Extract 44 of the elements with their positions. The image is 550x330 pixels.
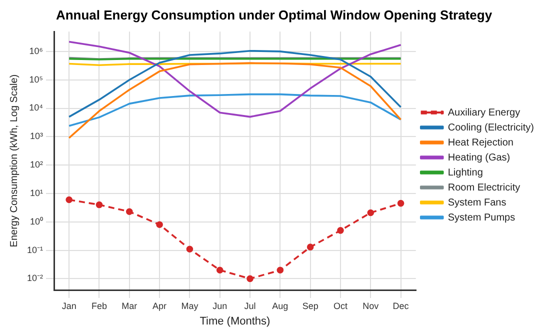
y-tick-label: 10⁴ — [29, 102, 44, 113]
y-tick-label: 10⁵ — [29, 74, 44, 84]
point — [96, 201, 103, 208]
x-tick-label: Feb — [91, 300, 107, 311]
point — [156, 221, 163, 228]
y-tick-label: 10³ — [30, 131, 44, 142]
y-tick-label: 10² — [30, 160, 44, 170]
x-tick-label: Apr — [152, 300, 167, 311]
legend-label: Room Electricity — [448, 182, 520, 194]
y-tick-label: 10⁶ — [29, 46, 44, 56]
legend-label: Cooling (Electricity) — [448, 122, 534, 134]
y-tick-label: 10⁰ — [30, 216, 44, 226]
y-tick-label: 10⁻¹ — [26, 244, 44, 255]
y-tick-label: 10⁻² — [26, 273, 44, 284]
point — [397, 200, 404, 207]
chart-title: Annual Energy Consumption under Optimal Window Opening Strategy — [56, 7, 493, 22]
y-axis-title: Energy Consumption (kWh, Log Scale) — [8, 74, 20, 248]
point — [367, 209, 374, 216]
x-tick-label: Mar — [122, 300, 138, 311]
point — [276, 266, 284, 274]
x-tick-label: Jul — [244, 300, 256, 311]
x-tick-label: Aug — [272, 300, 288, 311]
point — [337, 227, 344, 234]
y-tick-label: 10¹ — [30, 188, 44, 198]
point — [216, 266, 224, 274]
x-tick-label: Dec — [392, 300, 410, 311]
legend-label: Lighting — [448, 167, 483, 178]
legend-label: System Fans — [448, 197, 506, 208]
x-tick-label: Jan — [62, 300, 76, 311]
legend-label: Heating (Gas) — [448, 152, 510, 164]
legend-label: System Pumps — [448, 212, 516, 224]
x-tick-label: Sep — [302, 300, 318, 311]
legend-label: Auxiliary Energy — [448, 107, 520, 118]
x-tick-label: Nov — [362, 300, 380, 311]
x-tick-label: Jun — [212, 300, 228, 311]
x-tick-label: Oct — [333, 300, 348, 311]
x-axis-title: Time (Months) — [200, 315, 270, 328]
point — [246, 275, 254, 282]
point — [66, 196, 72, 204]
point — [126, 208, 133, 216]
point — [306, 244, 314, 250]
legend-label: Heat Rejection — [448, 137, 514, 148]
point — [186, 246, 194, 253]
x-tick-label: May — [181, 300, 199, 311]
